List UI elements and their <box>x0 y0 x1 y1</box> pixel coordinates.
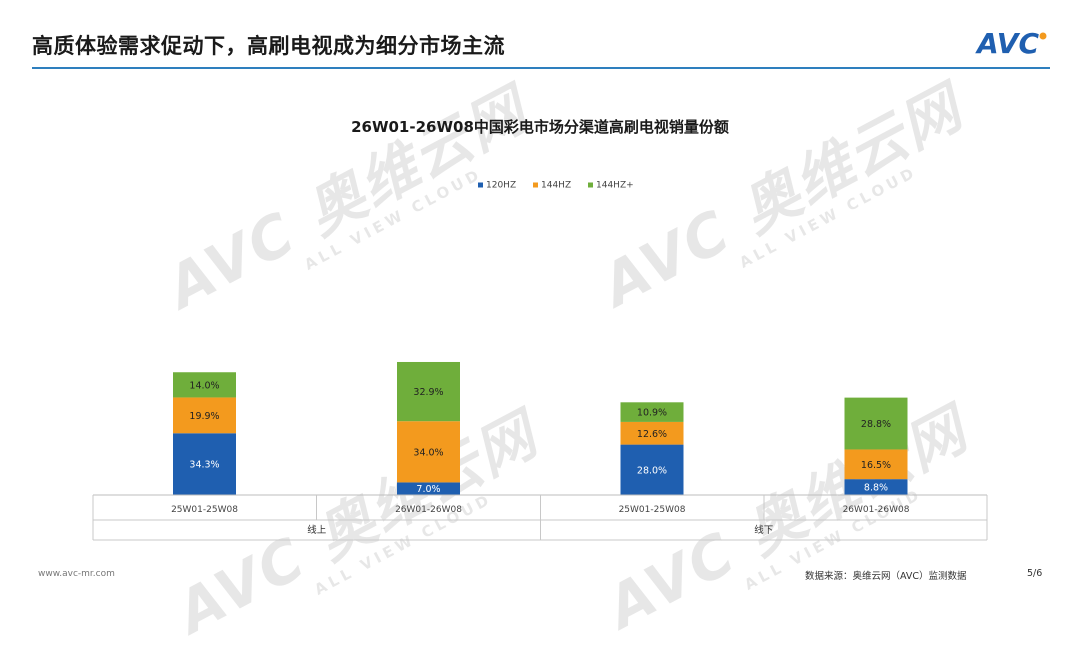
data-label: 12.6% <box>637 429 667 440</box>
footer-website: www.avc-mr.com <box>38 569 115 579</box>
bar-segment <box>397 361 460 422</box>
legend-label-1: 144HZ <box>541 181 571 191</box>
legend-swatch-1 <box>533 182 538 188</box>
bar-segment <box>844 479 908 495</box>
legend-swatch-0 <box>478 182 483 188</box>
legend-label-0: 120HZ <box>486 181 516 191</box>
x-group-label: 线下 <box>754 524 773 536</box>
x-group-label: 线上 <box>307 524 327 536</box>
avc-logo-text: AVC <box>975 27 1039 60</box>
bar-segment <box>397 482 460 495</box>
x-tick-label: 25W01-25W08 <box>619 505 686 515</box>
legend-label-2: 144HZ+ <box>596 181 634 191</box>
page-title: 高质体验需求促动下，高刷电视成为细分市场主流 <box>32 34 505 58</box>
stacked-bar-chart: 120HZ 144HZ 144HZ+ 34.3% 19.9% 14.0% 7.0% 34.0%… <box>92 181 988 541</box>
header-rule <box>32 67 1050 69</box>
x-tick-label: 25W01-25W08 <box>171 505 238 515</box>
bar-segment <box>173 433 236 495</box>
data-label: 32.9% <box>413 387 443 398</box>
data-label: 8.8% <box>864 483 888 494</box>
footer-source: 数据来源：奥维云网（AVC）监测数据 <box>805 571 967 582</box>
data-label: 28.8% <box>861 419 891 430</box>
x-tick-label: 26W01-26W08 <box>843 505 910 515</box>
bar-segment <box>173 397 236 434</box>
legend-swatch-2 <box>588 182 593 188</box>
chart-title: 26W01-26W08中国彩电市场分渠道高刷电视销量份额 <box>351 118 729 136</box>
bar-segment <box>173 372 236 398</box>
data-label: 19.9% <box>189 411 219 422</box>
avc-logo: AVC <box>975 27 1047 60</box>
bar-segment <box>620 444 684 495</box>
bar-segment <box>844 449 908 480</box>
data-label: 10.9% <box>637 408 667 419</box>
data-label: 16.5% <box>861 460 891 471</box>
data-label: 28.0% <box>637 465 667 476</box>
bar-segment <box>620 421 684 445</box>
data-label: 34.0% <box>413 447 443 458</box>
page-number: 5/6 <box>1027 568 1043 579</box>
data-label: 14.0% <box>189 380 219 391</box>
x-tick-label: 26W01-26W08 <box>395 505 462 515</box>
bar-segment <box>397 421 460 483</box>
data-label: 7.0% <box>416 484 440 495</box>
avc-logo-dot-icon <box>1039 32 1047 40</box>
bar-segment <box>844 397 908 450</box>
bar-segment <box>620 402 684 422</box>
data-label: 34.3% <box>189 460 219 471</box>
